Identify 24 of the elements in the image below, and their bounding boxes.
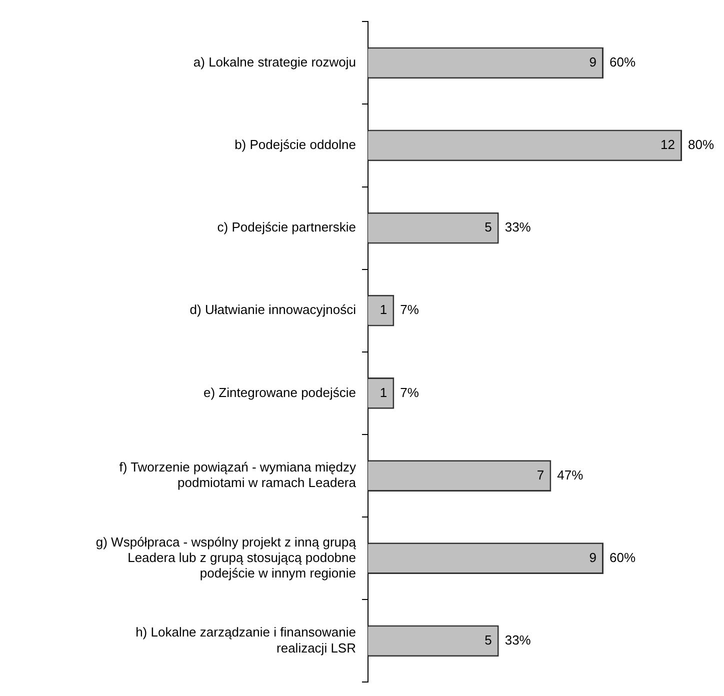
data-label: 12	[660, 137, 675, 152]
data-label: 9	[589, 550, 596, 565]
annotation: 33%	[504, 632, 532, 648]
y-tick-label: e) Zintegrowane podejście	[204, 384, 356, 400]
data-label: 5	[484, 632, 492, 648]
y-tick-label: a) Lokalne strategie rozwoju	[193, 54, 356, 70]
data-label: 5	[484, 220, 492, 235]
y-tick-label: g) Współpraca - wspólny projekt z inną grupą Leadera lub z grupą stosującą podobne podejście w innym regionie	[96, 534, 357, 581]
data-label: 1	[380, 384, 388, 400]
y-tick-label: d) Ułatwianie innowacyjności	[190, 302, 356, 318]
annotation: 33%	[504, 220, 532, 235]
y-tick-label: f) Tworzenie powiązań - wymiana między podmiotami w ramach Leadera	[119, 460, 357, 490]
annotation: 47%	[557, 467, 584, 482]
data-label: 7	[536, 467, 544, 482]
annotation: 7%	[400, 302, 420, 318]
data-label: 9	[589, 54, 596, 70]
data-label: 1	[380, 302, 388, 318]
annotation: 60%	[610, 54, 636, 70]
annotation: 80%	[688, 137, 714, 152]
y-tick-label: h) Lokalne zarządzanie i finansowanie realizacji LSR	[136, 624, 356, 656]
y-tick-label: b) Podejście oddolne	[234, 137, 356, 152]
annotation: 7%	[400, 384, 420, 400]
y-tick-label: c) Podejście partnerskie	[217, 220, 356, 235]
annotation: 60%	[610, 550, 636, 565]
